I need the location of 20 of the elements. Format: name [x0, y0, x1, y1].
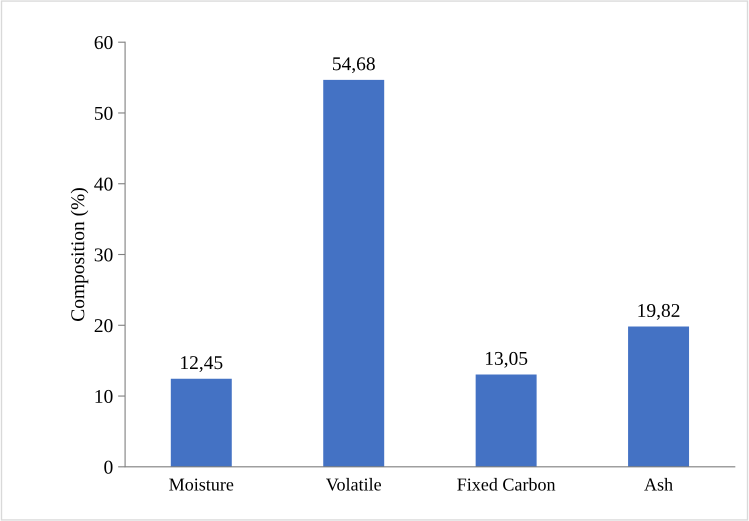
- x-tick-label: Ash: [644, 478, 673, 491]
- x-tick-label: Fixed Carbon: [457, 478, 556, 491]
- bar: [476, 374, 537, 467]
- data-label: 12,45: [181, 356, 222, 372]
- y-tick-label: 40: [94, 178, 113, 191]
- bar: [170, 378, 232, 467]
- y-tick-label: 10: [96, 390, 113, 403]
- y-tick-label: 0: [104, 460, 113, 474]
- x-tick-label: Moisture: [169, 478, 234, 491]
- bar: [628, 326, 690, 467]
- data-label: 54,68: [332, 57, 375, 74]
- data-label: 19,82: [638, 304, 680, 320]
- x-tick-label: Volatile: [326, 478, 382, 491]
- bar: [323, 80, 384, 467]
- y-axis-title: Composition (%): [70, 188, 88, 321]
- data-label: 13,05: [486, 352, 528, 368]
- y-tick-label: 20: [94, 319, 113, 332]
- y-tick-label: 50: [94, 106, 113, 120]
- y-tick-label: 30: [94, 248, 113, 262]
- y-tick-label: 60: [94, 36, 113, 50]
